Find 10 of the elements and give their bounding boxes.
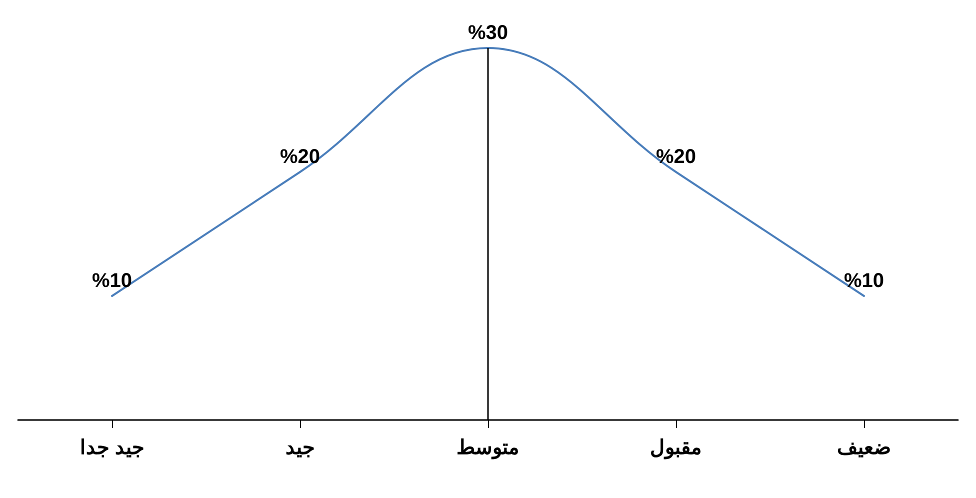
data-label: %10 <box>92 270 132 292</box>
data-label: %30 <box>468 22 508 44</box>
x-tick-label: مقبول <box>650 437 702 460</box>
x-tick-label: متوسط <box>456 437 520 460</box>
x-tick-label: جيد جدا <box>80 437 144 459</box>
x-tick-label: ضعيف <box>837 437 891 459</box>
x-tick-label: جيد <box>286 437 314 459</box>
data-label: %20 <box>656 146 696 168</box>
data-label: %10 <box>844 270 884 292</box>
data-label: %20 <box>280 146 320 168</box>
